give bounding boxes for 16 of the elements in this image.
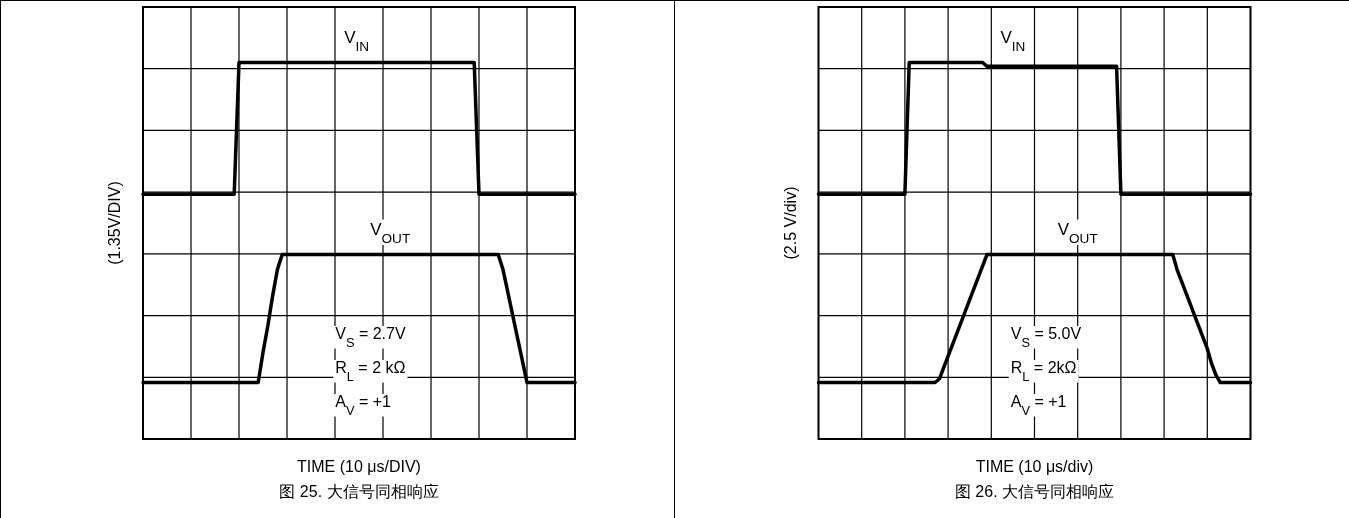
annotation: A$_{V}$ = +1 bbox=[1010, 393, 1067, 418]
caption: 图 26. 大信号同相响应 bbox=[954, 483, 1115, 500]
series-label: V$_{IN}$ bbox=[1000, 27, 1026, 54]
x-axis-title: TIME (10 μs/div) bbox=[975, 458, 1094, 475]
annotation: R$_{L}$ = 2kΩ bbox=[1010, 359, 1077, 384]
x-axis-title: TIME (10 μs/DIV) bbox=[297, 458, 421, 475]
series-label: V$_{IN}$ bbox=[344, 27, 370, 54]
caption: 图 25. 大信号同相响应 bbox=[279, 483, 439, 500]
annotation: A$_{V}$ = +1 bbox=[335, 393, 392, 418]
annotation: R$_{L}$ = 2 kΩ bbox=[335, 359, 406, 384]
series-label: V$_{OUT}$ bbox=[370, 219, 411, 246]
annotation: V$_{S}$ = 2.7V bbox=[335, 325, 406, 350]
y-axis-title: (1.35V/DIV) bbox=[106, 181, 123, 265]
y-axis-title: (2.5 V/div) bbox=[781, 186, 799, 260]
series-label: V$_{OUT}$ bbox=[1057, 219, 1098, 246]
annotation: V$_{S}$ = 5.0V bbox=[1010, 325, 1082, 350]
